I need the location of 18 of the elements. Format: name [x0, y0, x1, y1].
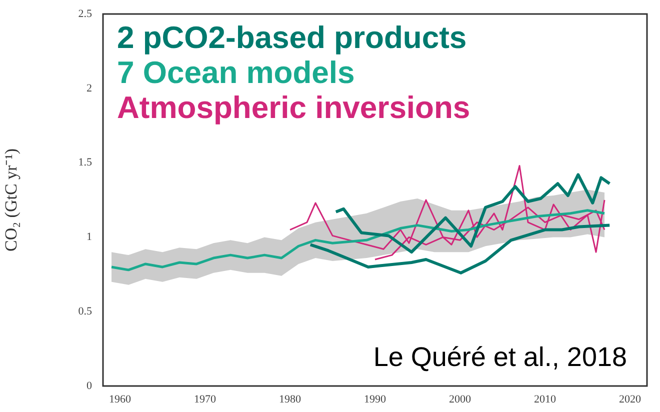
x-tick-label: 2020	[619, 393, 642, 406]
x-tick-label: 2010	[534, 393, 556, 406]
y-tick-label: 0.5	[78, 305, 92, 318]
text: 2 pCO2-based products	[117, 20, 467, 56]
text: Atmospheric inversions	[117, 90, 470, 126]
x-tick-label: 1960	[109, 393, 132, 406]
x-tick-label: 1980	[279, 393, 302, 406]
text: 7 Ocean models	[117, 55, 355, 90]
y-axis-title: CO₂ (GtC yr⁻¹)	[2, 148, 21, 252]
y-tick-label: 0	[86, 380, 92, 392]
y-tick-label: 1.5	[78, 156, 92, 169]
x-tick-label: 1990	[364, 393, 386, 406]
annotation: Le Quéré et al., 2018	[373, 342, 627, 372]
y-tick-label: 1	[86, 231, 92, 244]
x-tick-label: 1970	[194, 393, 216, 406]
y-tick-label: 2	[86, 82, 92, 94]
x-tick-label: 2000	[449, 393, 472, 406]
y-tick-label: 2.5	[78, 8, 92, 20]
